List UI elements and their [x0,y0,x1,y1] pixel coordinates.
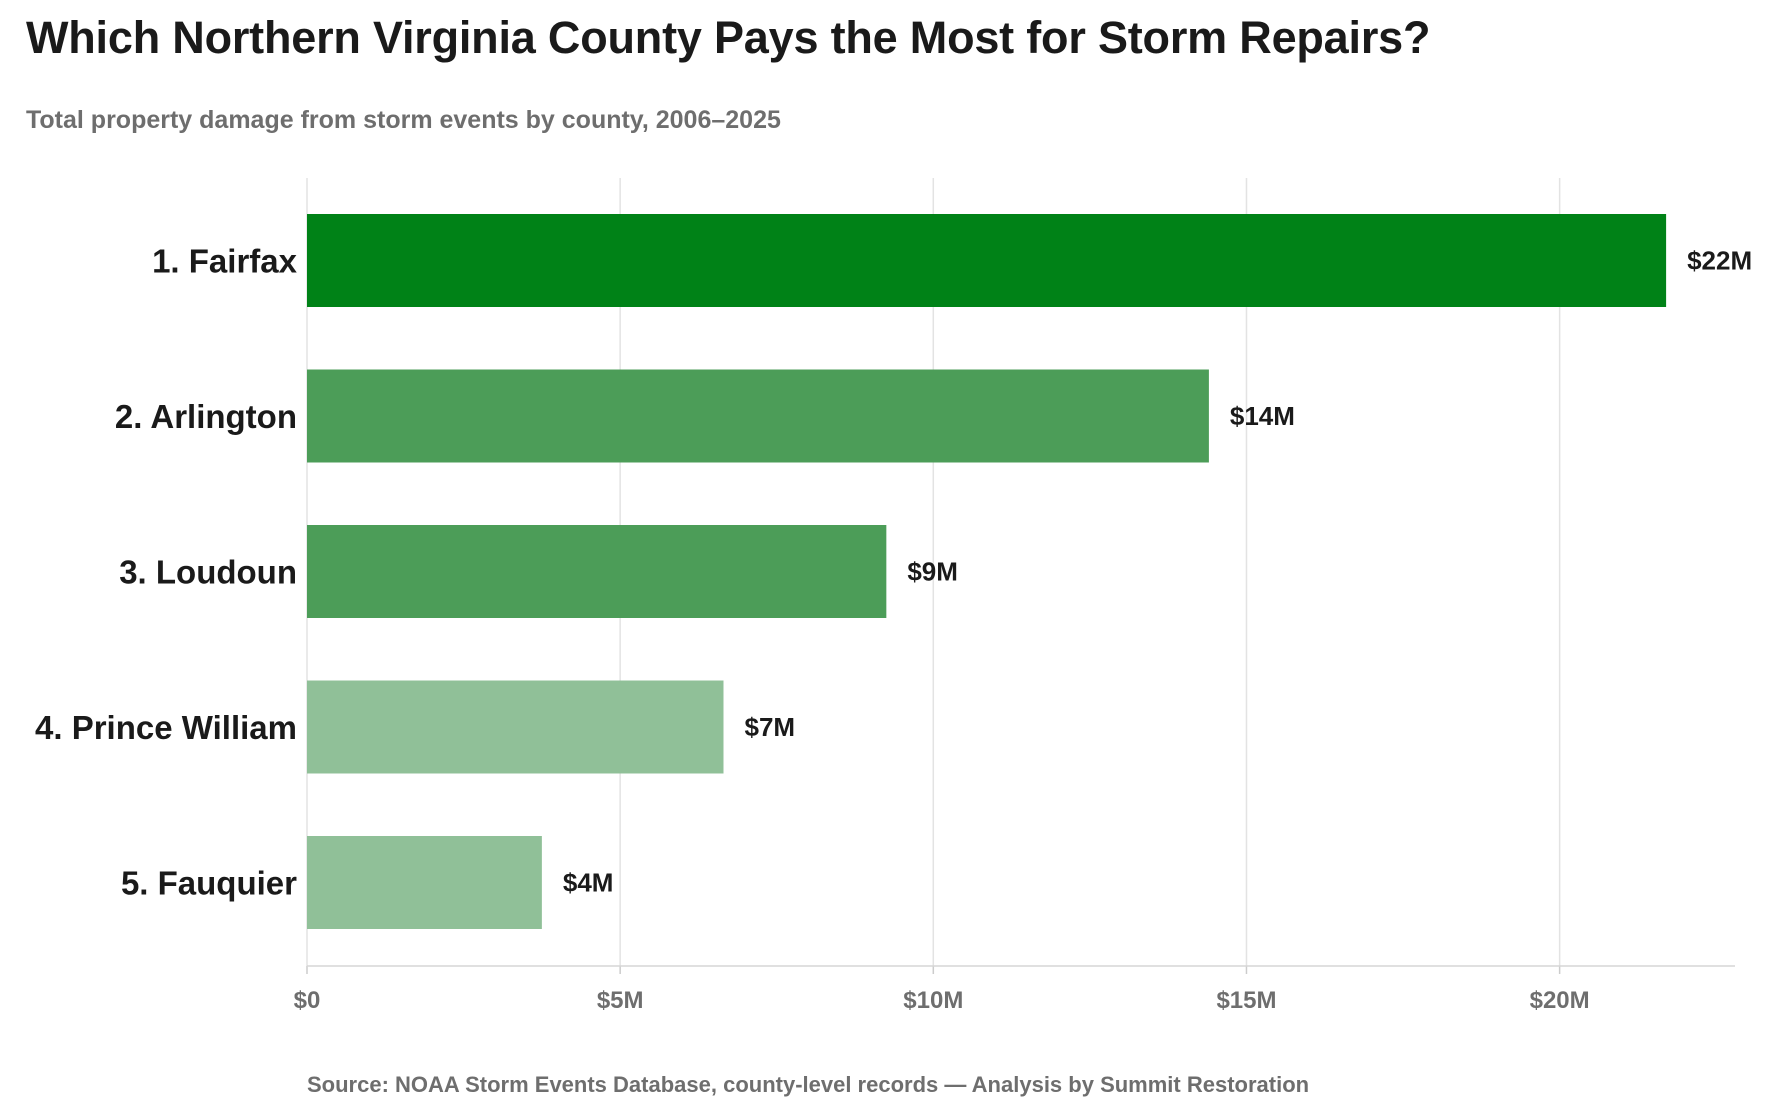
value-label: $9M [907,557,958,587]
x-tick-label: $20M [1530,987,1590,1014]
chart-title: Which Northern Virginia County Pays the … [26,12,1431,63]
value-label: $14M [1230,401,1295,431]
chart-source: Source: NOAA Storm Events Database, coun… [307,1072,1310,1097]
value-label: $4M [563,868,614,898]
chart-subtitle: Total property damage from storm events … [26,106,781,134]
value-label: $7M [745,712,796,742]
category-label: 5. Fauquier [121,865,297,902]
bar [307,525,887,618]
x-tick-label: $0 [294,987,321,1014]
x-tick-label: $5M [597,987,644,1014]
x-tick-label: $10M [903,987,963,1014]
bar [307,369,1209,463]
category-label: 4. Prince William [35,709,297,746]
category-label: 2. Arlington [115,398,297,435]
x-tick-label: $15M [1216,987,1276,1014]
category-label: 3. Loudoun [119,554,297,591]
category-labels: 1. Fairfax 2. Arlington 3. Loudoun 4. Princ… [35,243,298,902]
bar [307,836,542,929]
bar [307,680,724,774]
value-labels: $22M $14M $9M $7M $4M [563,246,1752,898]
value-label: $22M [1687,246,1752,276]
bar [307,214,1667,307]
category-label: 1. Fairfax [152,243,298,280]
x-axis: $0 $5M $10M $15M $20M [294,965,1735,1014]
bars [307,214,1667,929]
